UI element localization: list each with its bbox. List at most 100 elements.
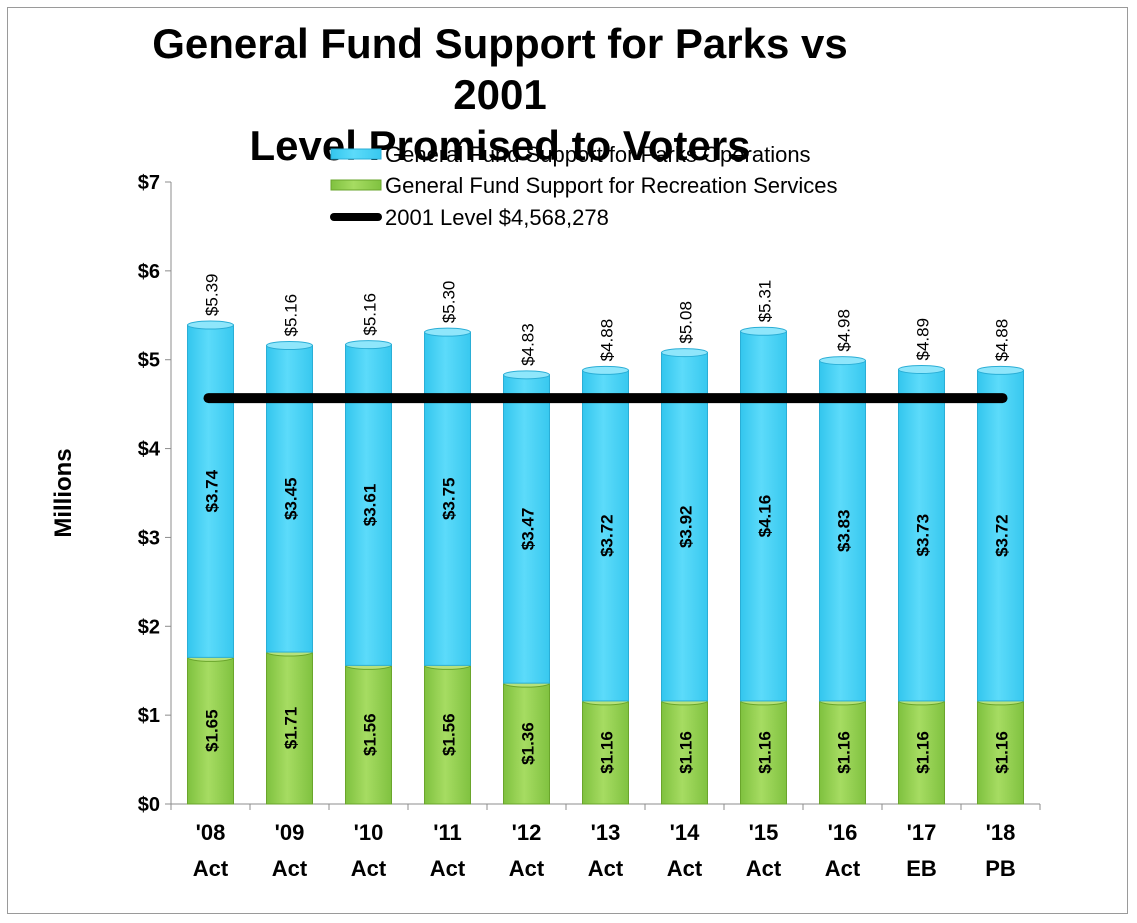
data-label-total: $4.98 [835,309,854,352]
x-tick-label: '16 [828,820,858,845]
bar-recreation-services [740,700,787,805]
x-tick-label: '11 [433,820,462,845]
y-tick-label: $1 [138,705,160,727]
bar-cap-parks [345,340,392,350]
bar-cap-parks [661,348,708,358]
bar-parks-operations [740,330,787,702]
legend-item-recreation-services-label: General Fund Support for Recreation Serv… [385,173,837,198]
data-label-total: $5.16 [282,294,301,337]
data-label-recreation: $1.16 [677,731,696,774]
bar-cap-parks [582,365,629,375]
y-tick-label: $5 [138,350,160,372]
bar-cap-parks [977,365,1024,375]
bar-recreation-services [977,700,1024,805]
x-tick-label: Act [272,856,308,881]
data-label-recreation: $1.16 [993,731,1012,774]
bar-recreation-services [424,664,471,805]
bar-cap-parks [819,356,866,366]
bar-recreation-services [187,656,234,805]
bar-parks-operations [977,369,1024,702]
legend-item-parks-operations-swatch [330,148,382,160]
bar-cap-parks [503,370,550,380]
x-tick-label: '18 [986,820,1016,845]
data-label-recreation: $1.65 [203,709,222,752]
x-tick-label: '09 [275,820,305,845]
x-tick-label: Act [825,856,861,881]
data-label-total: $5.08 [677,301,696,344]
bar-cap-parks [187,320,234,330]
data-label-recreation: $1.71 [282,707,301,750]
x-tick-label: EB [906,856,937,881]
y-tick-label: $0 [138,794,160,816]
x-tick-label: '08 [196,820,226,845]
data-label-parks: $3.72 [598,514,617,557]
bar-cap-parks [424,327,471,337]
data-label-total: $5.31 [756,280,775,323]
x-tick-label: '14 [670,820,700,845]
x-tick-label: '13 [591,820,621,845]
x-tick-label: '17 [907,820,937,845]
bar-recreation-services [503,682,550,805]
bar-parks-operations [661,352,708,702]
x-tick-label: PB [985,856,1016,881]
data-label-total: $5.16 [361,293,380,336]
data-label-parks: $3.47 [519,508,538,551]
y-tick-label: $7 [138,172,160,194]
data-label-recreation: $1.16 [756,731,775,774]
bar-cap-parks [740,326,787,336]
y-tick-label: $3 [138,527,160,549]
bar-parks-operations [582,369,629,702]
bar-recreation-services [266,651,313,805]
x-tick-label: Act [746,856,782,881]
data-label-parks: $3.83 [835,509,854,552]
data-label-parks: $3.73 [914,514,933,557]
x-tick-label: Act [667,856,703,881]
data-label-recreation: $1.56 [361,713,380,756]
bar-parks-operations [819,360,866,702]
data-label-parks: $3.72 [993,514,1012,557]
data-label-parks: $4.16 [756,495,775,538]
x-tick-label: Act [509,856,545,881]
data-label-total: $4.89 [914,318,933,361]
chart-title: General Fund Support for Parks vs 2001 L… [152,20,848,169]
y-tick-label: $2 [138,616,160,638]
bar-recreation-services [582,700,629,805]
data-label-parks: $3.75 [440,478,459,521]
data-label-parks: $3.74 [203,469,222,512]
data-label-recreation: $1.16 [835,731,854,774]
x-tick-label: Act [351,856,387,881]
data-label-total: $5.30 [440,281,459,324]
data-label-recreation: $1.16 [598,731,617,774]
bar-cap-parks [266,340,313,350]
bar-parks-operations [187,324,234,658]
x-tick-label: '12 [512,820,542,845]
y-tick-label: $4 [138,439,161,461]
legend-item-recreation-services-swatch [330,179,382,191]
data-label-total: $4.88 [598,319,617,362]
x-tick-label: Act [430,856,466,881]
x-tick-label: '15 [749,820,779,845]
x-tick-label: '10 [354,820,384,845]
data-label-parks: $3.61 [361,484,380,527]
y-axis-title: Millions [50,448,77,537]
x-tick-label: Act [588,856,624,881]
legend-item-parks-operations-label: General Fund Support for Parks Operation… [385,142,811,167]
data-label-parks: $3.45 [282,478,301,521]
bar-recreation-services [898,700,945,805]
data-label-recreation: $1.56 [440,713,459,756]
bar-parks-operations [503,374,550,684]
data-label-recreation: $1.36 [519,722,538,765]
bar-recreation-services [345,664,392,805]
bar-parks-operations [424,331,471,666]
bar-cap-parks [898,364,945,374]
data-label-parks: $3.92 [677,505,696,548]
data-label-total: $4.88 [993,319,1012,362]
bar-recreation-services [661,700,708,805]
legend-item-2001-level-label: 2001 Level $4,568,278 [385,205,609,230]
y-tick-label: $6 [138,261,160,283]
data-label-total: $5.39 [203,274,222,317]
x-tick-label: Act [193,856,229,881]
data-label-recreation: $1.16 [914,731,933,774]
data-label-total: $4.83 [519,323,538,366]
